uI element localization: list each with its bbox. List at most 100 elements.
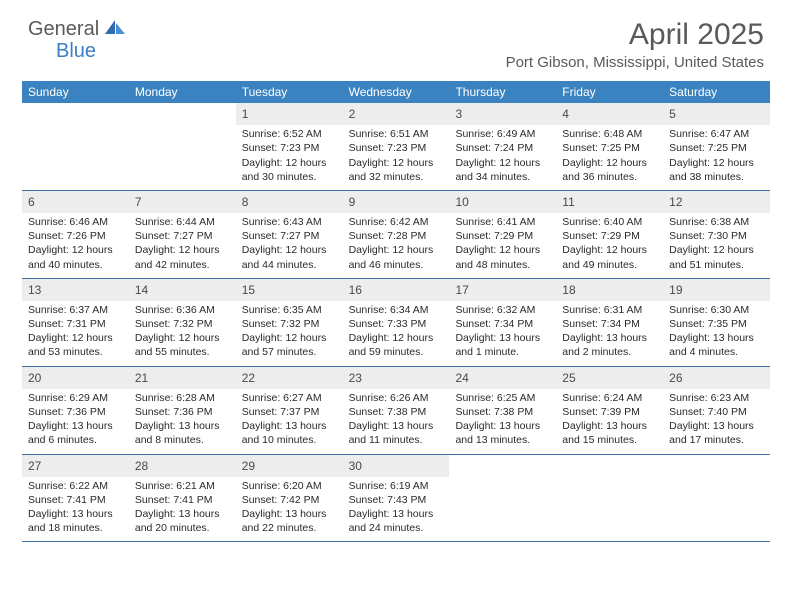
daylight-text: Daylight: 13 hours and 11 minutes. [349, 419, 444, 447]
sunset-text: Sunset: 7:38 PM [455, 405, 550, 419]
day-number: 13 [22, 279, 129, 301]
sunset-text: Sunset: 7:25 PM [669, 141, 764, 155]
daylight-text: Daylight: 13 hours and 24 minutes. [349, 507, 444, 535]
day-number: 17 [449, 279, 556, 301]
sunrise-text: Sunrise: 6:41 AM [455, 215, 550, 229]
day-cell [22, 103, 129, 190]
sunset-text: Sunset: 7:35 PM [669, 317, 764, 331]
daylight-text: Daylight: 12 hours and 46 minutes. [349, 243, 444, 271]
day-details: Sunrise: 6:37 AMSunset: 7:31 PMDaylight:… [22, 303, 129, 360]
calendar: SundayMondayTuesdayWednesdayThursdayFrid… [22, 81, 770, 542]
day-number: 7 [129, 191, 236, 213]
sunrise-text: Sunrise: 6:20 AM [242, 479, 337, 493]
day-details: Sunrise: 6:29 AMSunset: 7:36 PMDaylight:… [22, 391, 129, 448]
day-cell: 3Sunrise: 6:49 AMSunset: 7:24 PMDaylight… [449, 103, 556, 190]
day-details: Sunrise: 6:40 AMSunset: 7:29 PMDaylight:… [556, 215, 663, 272]
day-cell: 6Sunrise: 6:46 AMSunset: 7:26 PMDaylight… [22, 191, 129, 278]
weeks-container: 1Sunrise: 6:52 AMSunset: 7:23 PMDaylight… [22, 103, 770, 542]
daylight-text: Daylight: 12 hours and 30 minutes. [242, 156, 337, 184]
sunrise-text: Sunrise: 6:38 AM [669, 215, 764, 229]
sunset-text: Sunset: 7:29 PM [455, 229, 550, 243]
sunset-text: Sunset: 7:27 PM [135, 229, 230, 243]
sunset-text: Sunset: 7:40 PM [669, 405, 764, 419]
day-number: 23 [343, 367, 450, 389]
day-details: Sunrise: 6:44 AMSunset: 7:27 PMDaylight:… [129, 215, 236, 272]
day-details: Sunrise: 6:30 AMSunset: 7:35 PMDaylight:… [663, 303, 770, 360]
daylight-text: Daylight: 13 hours and 20 minutes. [135, 507, 230, 535]
daylight-text: Daylight: 12 hours and 32 minutes. [349, 156, 444, 184]
daylight-text: Daylight: 12 hours and 53 minutes. [28, 331, 123, 359]
day-cell: 14Sunrise: 6:36 AMSunset: 7:32 PMDayligh… [129, 279, 236, 366]
sunset-text: Sunset: 7:34 PM [562, 317, 657, 331]
sunrise-text: Sunrise: 6:37 AM [28, 303, 123, 317]
day-cell: 22Sunrise: 6:27 AMSunset: 7:37 PMDayligh… [236, 367, 343, 454]
day-details: Sunrise: 6:26 AMSunset: 7:38 PMDaylight:… [343, 391, 450, 448]
day-number: 21 [129, 367, 236, 389]
logo-text-blue: Blue [56, 40, 96, 63]
sunset-text: Sunset: 7:36 PM [135, 405, 230, 419]
sunset-text: Sunset: 7:28 PM [349, 229, 444, 243]
header: General Blue April 2025 Port Gibson, Mis… [0, 0, 792, 75]
daylight-text: Daylight: 12 hours and 57 minutes. [242, 331, 337, 359]
month-title: April 2025 [506, 18, 764, 52]
daylight-text: Daylight: 13 hours and 4 minutes. [669, 331, 764, 359]
weekday-header: Tuesday [236, 81, 343, 103]
sunrise-text: Sunrise: 6:47 AM [669, 127, 764, 141]
daylight-text: Daylight: 13 hours and 6 minutes. [28, 419, 123, 447]
sunrise-text: Sunrise: 6:26 AM [349, 391, 444, 405]
day-cell [556, 455, 663, 542]
day-cell: 23Sunrise: 6:26 AMSunset: 7:38 PMDayligh… [343, 367, 450, 454]
sunrise-text: Sunrise: 6:42 AM [349, 215, 444, 229]
day-number: 15 [236, 279, 343, 301]
daylight-text: Daylight: 13 hours and 22 minutes. [242, 507, 337, 535]
daylight-text: Daylight: 13 hours and 8 minutes. [135, 419, 230, 447]
sunrise-text: Sunrise: 6:24 AM [562, 391, 657, 405]
day-details: Sunrise: 6:35 AMSunset: 7:32 PMDaylight:… [236, 303, 343, 360]
daylight-text: Daylight: 12 hours and 34 minutes. [455, 156, 550, 184]
daylight-text: Daylight: 12 hours and 42 minutes. [135, 243, 230, 271]
sunset-text: Sunset: 7:36 PM [28, 405, 123, 419]
day-details: Sunrise: 6:23 AMSunset: 7:40 PMDaylight:… [663, 391, 770, 448]
sunset-text: Sunset: 7:37 PM [242, 405, 337, 419]
day-cell: 2Sunrise: 6:51 AMSunset: 7:23 PMDaylight… [343, 103, 450, 190]
day-number: 5 [663, 103, 770, 125]
day-details: Sunrise: 6:31 AMSunset: 7:34 PMDaylight:… [556, 303, 663, 360]
day-number: 27 [22, 455, 129, 477]
week-row: 27Sunrise: 6:22 AMSunset: 7:41 PMDayligh… [22, 455, 770, 543]
day-cell: 21Sunrise: 6:28 AMSunset: 7:36 PMDayligh… [129, 367, 236, 454]
day-details: Sunrise: 6:20 AMSunset: 7:42 PMDaylight:… [236, 479, 343, 536]
day-cell: 7Sunrise: 6:44 AMSunset: 7:27 PMDaylight… [129, 191, 236, 278]
day-cell: 17Sunrise: 6:32 AMSunset: 7:34 PMDayligh… [449, 279, 556, 366]
day-cell: 16Sunrise: 6:34 AMSunset: 7:33 PMDayligh… [343, 279, 450, 366]
weekday-header: Wednesday [343, 81, 450, 103]
day-details: Sunrise: 6:42 AMSunset: 7:28 PMDaylight:… [343, 215, 450, 272]
weekday-header-row: SundayMondayTuesdayWednesdayThursdayFrid… [22, 81, 770, 103]
daylight-text: Daylight: 12 hours and 40 minutes. [28, 243, 123, 271]
day-number: 4 [556, 103, 663, 125]
sunrise-text: Sunrise: 6:35 AM [242, 303, 337, 317]
sunrise-text: Sunrise: 6:22 AM [28, 479, 123, 493]
day-number: 22 [236, 367, 343, 389]
day-details: Sunrise: 6:48 AMSunset: 7:25 PMDaylight:… [556, 127, 663, 184]
day-cell [449, 455, 556, 542]
day-number: 12 [663, 191, 770, 213]
day-number: 28 [129, 455, 236, 477]
day-cell: 8Sunrise: 6:43 AMSunset: 7:27 PMDaylight… [236, 191, 343, 278]
day-details: Sunrise: 6:41 AMSunset: 7:29 PMDaylight:… [449, 215, 556, 272]
sunrise-text: Sunrise: 6:40 AM [562, 215, 657, 229]
day-details: Sunrise: 6:22 AMSunset: 7:41 PMDaylight:… [22, 479, 129, 536]
daylight-text: Daylight: 12 hours and 59 minutes. [349, 331, 444, 359]
sunset-text: Sunset: 7:26 PM [28, 229, 123, 243]
day-cell: 12Sunrise: 6:38 AMSunset: 7:30 PMDayligh… [663, 191, 770, 278]
day-details: Sunrise: 6:24 AMSunset: 7:39 PMDaylight:… [556, 391, 663, 448]
day-number: 24 [449, 367, 556, 389]
day-number: 11 [556, 191, 663, 213]
daylight-text: Daylight: 12 hours and 51 minutes. [669, 243, 764, 271]
sunrise-text: Sunrise: 6:25 AM [455, 391, 550, 405]
sunrise-text: Sunrise: 6:34 AM [349, 303, 444, 317]
day-cell: 5Sunrise: 6:47 AMSunset: 7:25 PMDaylight… [663, 103, 770, 190]
day-number: 3 [449, 103, 556, 125]
sunrise-text: Sunrise: 6:31 AM [562, 303, 657, 317]
day-details: Sunrise: 6:43 AMSunset: 7:27 PMDaylight:… [236, 215, 343, 272]
sunset-text: Sunset: 7:23 PM [242, 141, 337, 155]
